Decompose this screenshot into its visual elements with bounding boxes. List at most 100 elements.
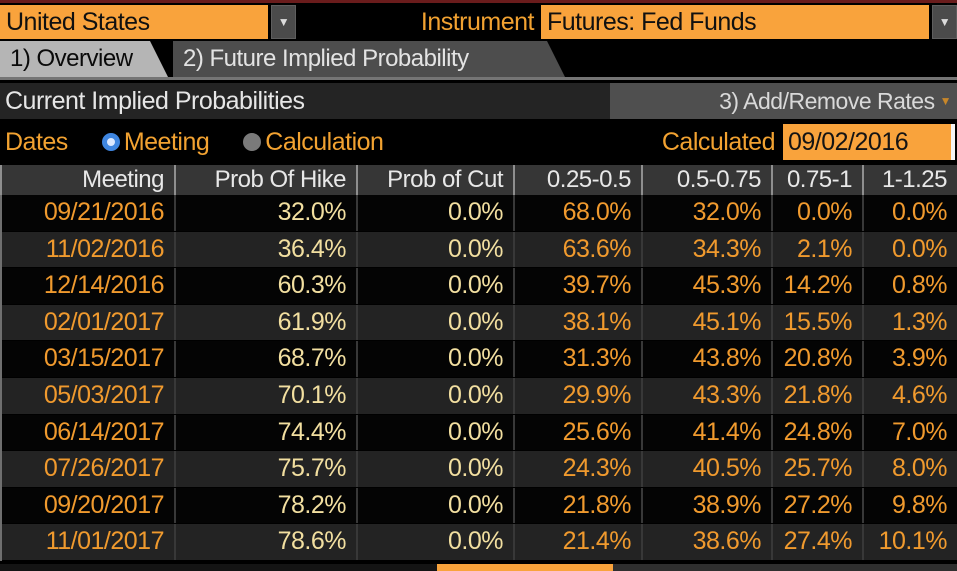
probability-cell: 27.2% (771, 487, 862, 524)
probability-cell: 68.0% (513, 195, 641, 231)
probability-cell: 0.0% (771, 195, 862, 231)
tab-bar: 1) Overview 2) Future Implied Probabilit… (0, 41, 957, 80)
probability-cell: 63.6% (513, 231, 641, 268)
probability-cell: 40.5% (641, 451, 771, 487)
add-remove-rates-button[interactable]: 3) Add/Remove Rates ▼ (610, 83, 957, 119)
scrollbar-thumb[interactable] (437, 564, 613, 571)
table-row[interactable]: 03/15/2017 68.7% 0.0% 31.3% 43.8% 20.8% 3.9% (2, 341, 957, 378)
table-row[interactable]: 12/14/2016 60.3% 0.0% 39.7% 45.3% 14.2% 0.8% (2, 268, 957, 305)
probability-cell: 0.0% (356, 524, 513, 560)
probability-cell: 38.9% (641, 487, 771, 524)
radio-option-meeting[interactable]: Meeting (101, 128, 210, 157)
radio-calculation-label: Calculation (265, 127, 384, 156)
instrument-select[interactable]: Futures: Fed Funds (541, 5, 929, 39)
column-header-prob-of-hike[interactable]: Prob Of Hike (174, 165, 356, 195)
probability-cell: 38.6% (641, 524, 771, 560)
table-row[interactable]: 07/26/2017 75.7% 0.0% 24.3% 40.5% 25.7% 8.0% (2, 451, 957, 488)
radio-unselected-icon[interactable] (243, 133, 262, 151)
radio-option-calculation[interactable]: Calculation (243, 127, 384, 157)
column-header-025-05[interactable]: 0.25-0.5 (513, 165, 641, 195)
probability-cell: 25.6% (513, 414, 641, 451)
column-header-075-1[interactable]: 0.75-1 (771, 165, 862, 195)
table-row[interactable]: 05/03/2017 70.1% 0.0% 29.9% 43.3% 21.8% 4.6% (2, 377, 957, 415)
column-header-05-075[interactable]: 0.5-0.75 (641, 165, 771, 195)
title-strip: Current Implied Probabilities 3) Add/Rem… (0, 83, 957, 119)
chevron-down-icon: ▼ (939, 94, 952, 108)
probability-cell: 0.0% (356, 268, 513, 304)
column-header-prob-of-cut[interactable]: Prob of Cut (356, 165, 513, 195)
probability-cell: 15.5% (771, 304, 862, 341)
tab-overview[interactable]: 1) Overview (0, 41, 168, 77)
horizontal-scrollbar[interactable] (0, 564, 957, 571)
probability-cell: 0.0% (356, 304, 513, 341)
probability-cell: 21.8% (771, 377, 862, 414)
probability-cell: 45.3% (641, 268, 771, 304)
probability-cell: 0.0% (356, 195, 513, 231)
probability-cell: 2.1% (771, 231, 862, 268)
probability-cell: 39.7% (513, 268, 641, 304)
probability-cell: 10.1% (862, 524, 957, 560)
probability-cell: 43.3% (641, 377, 771, 414)
probability-cell: 9.8% (862, 487, 957, 524)
probability-cell: 0.0% (356, 377, 513, 414)
probability-cell: 38.1% (513, 304, 641, 341)
probability-cell: 21.8% (513, 487, 641, 524)
probability-cell: 0.0% (356, 487, 513, 524)
meeting-date-cell: 12/14/2016 (43, 271, 165, 300)
probability-cell: 75.7% (174, 451, 356, 487)
probability-cell: 34.3% (641, 231, 771, 268)
probability-cell: 32.0% (641, 195, 771, 231)
table-row[interactable]: 11/01/2017 78.6% 0.0% 21.4% 38.6% 27.4% 10.1% (2, 524, 957, 561)
country-dropdown-button[interactable]: ▼ (271, 5, 296, 39)
meeting-date-cell: 02/01/2017 (43, 307, 165, 336)
radio-selected-icon[interactable] (101, 133, 120, 151)
scrollbar-track[interactable] (613, 564, 957, 571)
probability-cell: 70.1% (174, 377, 356, 414)
table-header: Meeting Prob Of Hike Prob of Cut 0.25-0.… (0, 165, 957, 195)
table-row[interactable]: 09/21/2016 32.0% 0.0% 68.0% 32.0% 0.0% 0.0% (2, 195, 957, 232)
probability-cell: 43.8% (641, 341, 771, 377)
tab-future-implied-probability[interactable]: 2) Future Implied Probability (173, 41, 565, 77)
meeting-date-cell: 07/26/2017 (43, 454, 165, 483)
probability-cell: 41.4% (641, 414, 771, 451)
probability-cell: 0.0% (356, 414, 513, 451)
table-row[interactable]: 09/20/2017 78.2% 0.0% 21.8% 38.9% 27.2% 9.8% (2, 487, 957, 525)
meeting-date-cell: 11/02/2016 (45, 234, 165, 263)
probability-cell: 0.0% (356, 451, 513, 487)
probability-cell: 32.0% (174, 195, 356, 231)
meeting-date-cell: 11/01/2017 (45, 527, 165, 556)
meeting-date-cell: 03/15/2017 (43, 344, 165, 373)
instrument-dropdown-button[interactable]: ▼ (932, 5, 957, 39)
probability-cell: 20.8% (771, 341, 862, 377)
meeting-date-cell: 06/14/2017 (43, 417, 165, 446)
dates-row: Dates Meeting Calculation Calculated 09/… (0, 119, 957, 165)
probability-cell: 21.4% (513, 524, 641, 560)
page-title: Current Implied Probabilities (5, 86, 305, 115)
table-row[interactable]: 11/02/2016 36.4% 0.0% 63.6% 34.3% 2.1% 0.0% (2, 231, 957, 269)
probability-cell: 78.6% (174, 524, 356, 560)
probability-cell: 0.0% (862, 231, 957, 268)
calculated-date-input[interactable]: 09/02/2016 (783, 124, 955, 160)
probability-cell: 14.2% (771, 268, 862, 304)
calculated-label: Calculated (661, 127, 776, 156)
probability-cell: 36.4% (174, 231, 356, 268)
probability-cell: 4.6% (862, 377, 957, 414)
top-bar: United States ▼ Instrument Futures: Fed … (0, 3, 957, 41)
table-row[interactable]: 06/14/2017 74.4% 0.0% 25.6% 41.4% 24.8% 7.0% (2, 414, 957, 452)
probability-cell: 0.0% (356, 341, 513, 377)
chevron-down-icon: ▼ (277, 15, 290, 29)
top-accent-line (0, 0, 957, 3)
probability-cell: 0.8% (862, 268, 957, 304)
table-row[interactable]: 02/01/2017 61.9% 0.0% 38.1% 45.1% 15.5% 1.3% (2, 304, 957, 342)
probability-cell: 27.4% (771, 524, 862, 560)
column-header-meeting[interactable]: Meeting (82, 166, 164, 193)
probability-cell: 78.2% (174, 487, 356, 524)
dates-label: Dates (5, 127, 68, 156)
column-header-1-125[interactable]: 1-1.25 (862, 165, 957, 195)
probability-cell: 29.9% (513, 377, 641, 414)
chevron-down-icon: ▼ (938, 15, 951, 29)
country-select[interactable]: United States (0, 5, 268, 39)
probability-cell: 25.7% (771, 451, 862, 487)
probability-cell: 0.0% (862, 195, 957, 231)
